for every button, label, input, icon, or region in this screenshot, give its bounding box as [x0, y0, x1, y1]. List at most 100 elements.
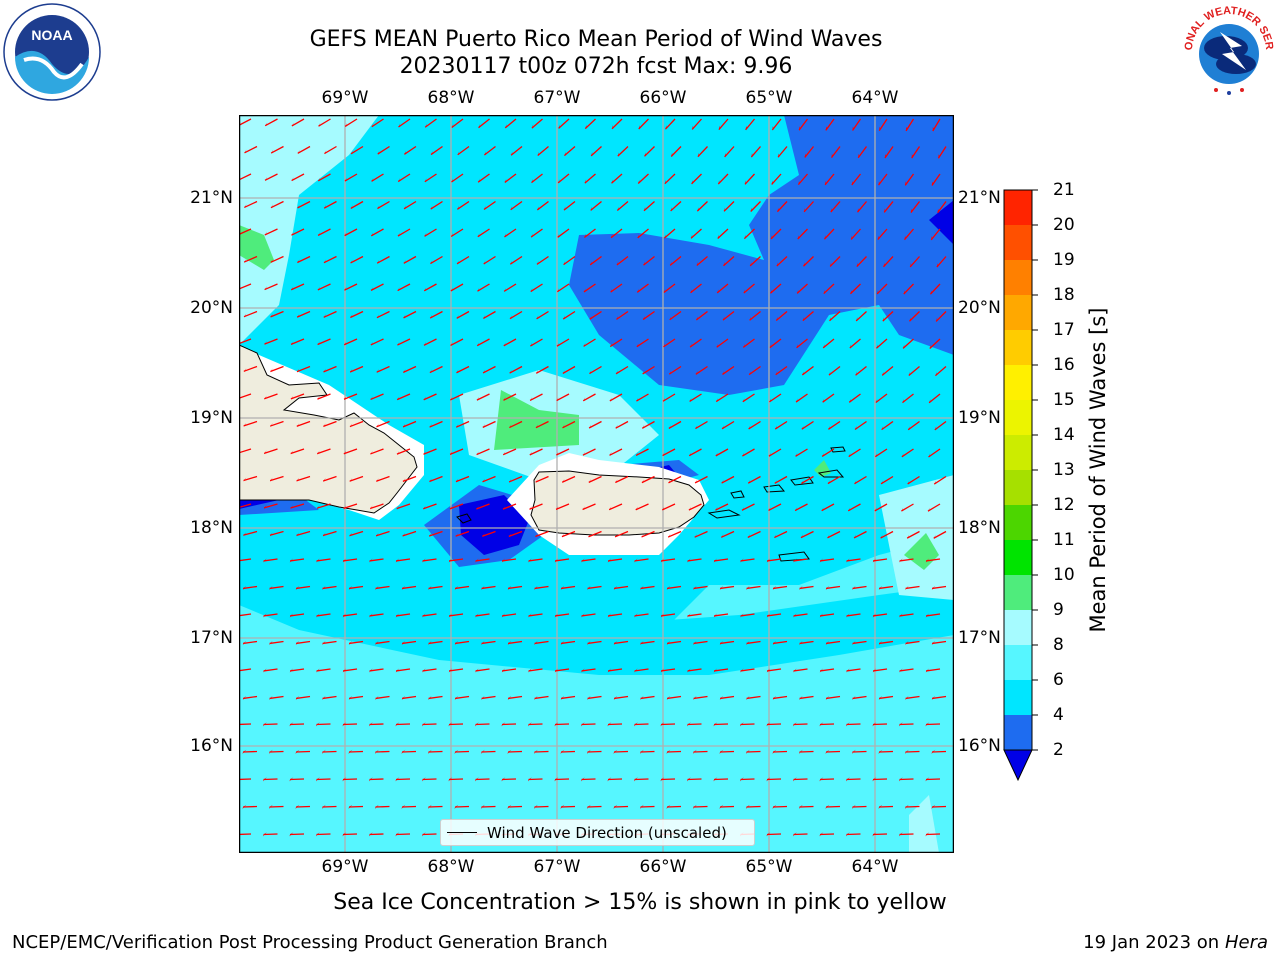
wind-arrow	[370, 503, 384, 510]
wind-arrow	[852, 640, 867, 646]
wind-arrow	[504, 173, 517, 183]
wind-arrow	[644, 146, 655, 157]
wind-arrow	[715, 448, 729, 457]
wind-arrow	[316, 503, 331, 510]
wind-arrow	[428, 695, 443, 701]
wind-arrow	[404, 145, 417, 155]
wind-arrow	[878, 695, 894, 701]
nws-logo: NATIONAL WEATHER SERVICE	[1176, 0, 1278, 100]
lat-tick-label-right: 18°N	[958, 518, 1001, 538]
wind-arrow	[828, 365, 841, 376]
wind-arrow	[793, 722, 808, 727]
wind-arrow	[476, 503, 490, 510]
wind-arrow	[395, 722, 411, 727]
wind-arrow	[556, 448, 570, 456]
wind-arrow	[668, 475, 682, 484]
wind-arrow	[713, 613, 729, 618]
wind-arrow	[670, 146, 682, 157]
wind-arrow	[740, 558, 755, 563]
wind-arrow	[905, 749, 920, 754]
wind-arrow	[529, 503, 543, 510]
wind-arrow	[348, 804, 364, 809]
wind-arrow	[772, 749, 788, 754]
wind-arrow	[556, 393, 570, 402]
wind-arrow	[872, 558, 888, 563]
wind-arrow	[395, 668, 411, 673]
wind-arrow	[296, 365, 311, 373]
wind-arrow	[636, 283, 649, 293]
wind-arrow	[747, 475, 761, 484]
wind-arrow	[375, 749, 390, 754]
wind-arrow	[269, 749, 284, 754]
wind-arrow	[348, 640, 364, 646]
wind-arrow	[457, 200, 470, 210]
chart-subtitle: 20230117 t00z 072h fcst Max: 9.96	[399, 54, 793, 79]
wind-arrow	[853, 530, 867, 539]
wind-arrow	[584, 118, 596, 130]
wind-arrow	[616, 310, 629, 320]
wind-arrow	[554, 668, 570, 673]
colorbar-tick-label: 11	[1053, 530, 1075, 550]
wind-arrow	[694, 530, 708, 538]
wind-arrow	[534, 640, 549, 646]
wind-arrow	[910, 201, 921, 213]
land-hispaniola	[239, 344, 418, 514]
wind-arrow	[323, 420, 337, 428]
wind-arrow	[774, 530, 788, 539]
wind-arrow	[507, 749, 523, 754]
wind-arrow	[801, 420, 814, 430]
wind-arrow	[904, 173, 915, 186]
wind-arrow	[349, 365, 364, 373]
lon-tick-label-bottom: 65°W	[745, 857, 793, 877]
wind-arrow	[296, 530, 311, 537]
wind-arrow	[750, 146, 761, 158]
wind-arrow	[534, 585, 549, 591]
wind-arrow	[534, 749, 549, 754]
wind-arrow	[719, 695, 735, 701]
field-band-under-2-mona	[459, 495, 529, 555]
wind-arrow	[793, 668, 808, 673]
footer-credit: NCEP/EMC/Verification Post Processing Pr…	[12, 932, 608, 953]
lon-tick-label-top: 65°W	[745, 88, 793, 108]
colorbar-tick-label: 20	[1053, 215, 1075, 235]
lon-tick-label-bottom: 68°W	[427, 857, 475, 877]
wind-arrow	[852, 749, 867, 754]
wind-arrow	[376, 475, 390, 483]
colorbar-tick-label: 10	[1053, 565, 1075, 585]
wind-arrow	[713, 558, 729, 563]
wind-arrow	[715, 503, 729, 511]
wind-arrow	[742, 393, 755, 403]
wind-arrow	[634, 777, 649, 782]
lon-tick-label-top: 64°W	[851, 88, 899, 108]
wind-arrow	[740, 613, 755, 618]
land-island-vieques	[707, 509, 741, 519]
wind-arrow	[316, 777, 331, 782]
wind-arrow	[370, 228, 384, 237]
wind-arrow	[931, 695, 947, 701]
wind-arrow	[430, 145, 443, 156]
wind-arrow	[476, 393, 490, 401]
wind-arrow	[694, 475, 708, 484]
wind-arrow	[290, 283, 305, 291]
wind-arrow	[852, 585, 867, 591]
wind-arrow	[429, 365, 443, 374]
colorbar-segment	[1004, 400, 1032, 435]
wind-arrow	[401, 695, 417, 701]
wind-arrow	[317, 173, 331, 182]
wind-arrow	[502, 448, 517, 456]
wind-arrow	[883, 201, 894, 213]
wind-arrow	[935, 311, 947, 322]
field-band-under-2-northeast	[929, 200, 954, 245]
wind-arrow	[397, 283, 411, 292]
wind-arrow	[795, 448, 808, 457]
wind-arrow	[508, 530, 523, 538]
wind-arrow	[561, 475, 576, 483]
wind-arrow	[449, 448, 464, 456]
wind-arrow	[660, 777, 676, 782]
wind-arrow	[928, 393, 941, 404]
colorbar-tick-label: 2	[1053, 740, 1064, 760]
wind-arrow	[847, 503, 861, 512]
wind-arrow	[635, 503, 649, 511]
wind-arrow	[745, 118, 756, 131]
wind-arrow	[560, 695, 576, 701]
